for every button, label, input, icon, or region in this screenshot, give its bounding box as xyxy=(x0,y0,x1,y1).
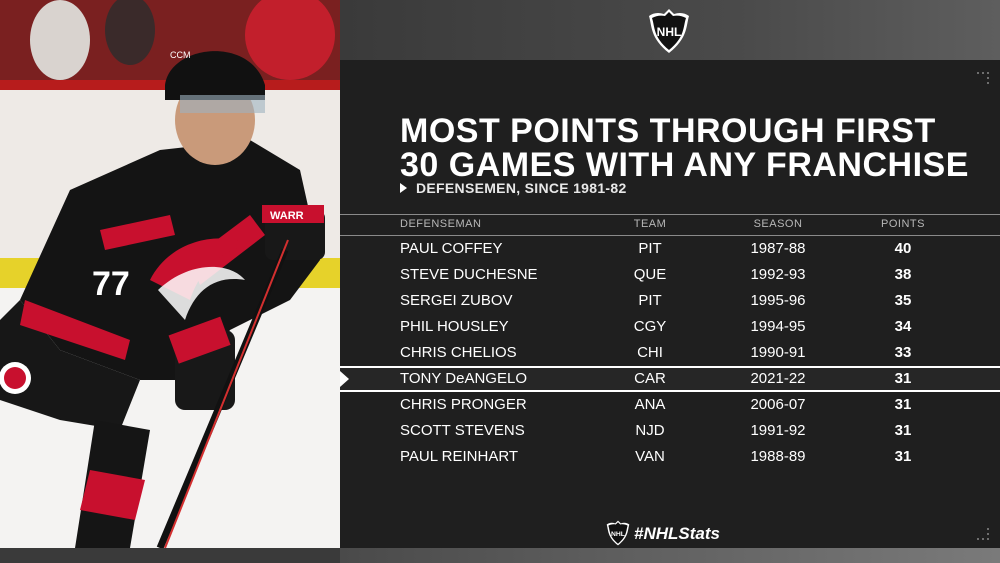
points-cell: 33 xyxy=(894,344,912,361)
column-header-season: SEASON xyxy=(753,218,803,230)
season-cell: 2006-07 xyxy=(750,396,806,413)
title-line-1: MOST POINTS THROUGH FIRST xyxy=(400,112,936,150)
column-header-team: TEAM xyxy=(633,218,667,230)
player-name: CHRIS PRONGER xyxy=(400,396,527,413)
season-cell: 1995-96 xyxy=(750,292,806,309)
points-cell: 31 xyxy=(894,370,912,387)
season-cell: 2021-22 xyxy=(750,370,806,387)
table-row: PHIL HOUSLEY CGY 1994-95 34 xyxy=(340,314,1000,340)
svg-text:NHL: NHL xyxy=(657,25,682,39)
player-name: SERGEI ZUBOV xyxy=(400,292,513,309)
team-cell: ANA xyxy=(634,396,666,413)
season-cell: 1990-91 xyxy=(750,344,806,361)
column-header-points: POINTS xyxy=(881,218,925,230)
page-title: MOST POINTS THROUGH FIRST 30 GAMES WITH … xyxy=(400,114,969,182)
table-row: PAUL COFFEY PIT 1987-88 40 xyxy=(340,236,1000,262)
footer: NHL #NHLStats xyxy=(606,520,720,546)
nhl-shield-icon: NHL xyxy=(648,8,690,54)
table-row-highlighted: TONY DeANGELO CAR 2021-22 31 xyxy=(340,366,1000,392)
hashtag: #NHLStats xyxy=(634,524,720,543)
team-cell: CGY xyxy=(633,318,667,335)
player-name: TONY DeANGELO xyxy=(400,370,527,387)
player-photo: CCM WARR 77 xyxy=(0,0,340,548)
team-cell: NJD xyxy=(635,422,665,439)
points-cell: 31 xyxy=(894,448,912,465)
svg-text:77: 77 xyxy=(92,265,130,303)
column-header-defenseman: DEFENSEMAN xyxy=(400,218,482,230)
bottom-bar xyxy=(340,548,1000,563)
table-header: DEFENSEMAN TEAM SEASON POINTS xyxy=(340,214,1000,236)
nhl-shield-small-icon: NHL xyxy=(606,520,630,546)
season-cell: 1988-89 xyxy=(750,448,806,465)
team-cell: QUE xyxy=(633,266,667,283)
subtitle-text: DEFENSEMEN, SINCE 1981-82 xyxy=(416,180,627,196)
corner-dots-top xyxy=(977,72,991,84)
player-name: PHIL HOUSLEY xyxy=(400,318,509,335)
player-name: STEVE DUCHESNE xyxy=(400,266,538,283)
points-cell: 31 xyxy=(894,422,912,439)
title-line-2: 30 GAMES WITH ANY FRANCHISE xyxy=(400,146,969,184)
table-row: STEVE DUCHESNE QUE 1992-93 38 xyxy=(340,262,1000,288)
play-triangle-icon xyxy=(400,183,407,193)
subtitle: DEFENSEMEN, SINCE 1981-82 xyxy=(400,180,627,196)
bottom-strip xyxy=(0,548,340,563)
stats-table: DEFENSEMAN TEAM SEASON POINTS PAUL COFFE… xyxy=(340,214,1000,470)
table-row: CHRIS PRONGER ANA 2006-07 31 xyxy=(340,392,1000,418)
player-name: CHRIS CHELIOS xyxy=(400,344,517,361)
svg-text:NHL: NHL xyxy=(611,531,625,538)
team-cell: VAN xyxy=(635,448,665,465)
points-cell: 35 xyxy=(894,292,912,309)
corner-dots-bottom xyxy=(977,528,991,540)
team-cell: CAR xyxy=(634,370,666,387)
season-cell: 1987-88 xyxy=(750,240,806,257)
player-name: PAUL COFFEY xyxy=(400,240,503,257)
team-cell: PIT xyxy=(638,292,662,309)
table-row: SCOTT STEVENS NJD 1991-92 31 xyxy=(340,418,1000,444)
table-row: CHRIS CHELIOS CHI 1990-91 33 xyxy=(340,340,1000,366)
table-body: PAUL COFFEY PIT 1987-88 40 STEVE DUCHESNE QUE… xyxy=(340,236,1000,470)
svg-text:CCM: CCM xyxy=(170,50,191,60)
season-cell: 1992-93 xyxy=(750,266,806,283)
season-cell: 1991-92 xyxy=(750,422,806,439)
team-cell: CHI xyxy=(637,344,663,361)
player-name: PAUL REINHART xyxy=(400,448,519,465)
points-cell: 34 xyxy=(894,318,912,335)
table-row: PAUL REINHART VAN 1988-89 31 xyxy=(340,444,1000,470)
highlight-arrow-icon xyxy=(340,371,349,387)
team-cell: PIT xyxy=(638,240,662,257)
svg-text:WARR: WARR xyxy=(270,210,304,222)
season-cell: 1994-95 xyxy=(750,318,806,335)
points-cell: 40 xyxy=(894,240,912,257)
table-row: SERGEI ZUBOV PIT 1995-96 35 xyxy=(340,288,1000,314)
points-cell: 31 xyxy=(894,396,912,413)
player-name: SCOTT STEVENS xyxy=(400,422,525,439)
stats-panel xyxy=(340,60,1000,548)
points-cell: 38 xyxy=(894,266,912,283)
